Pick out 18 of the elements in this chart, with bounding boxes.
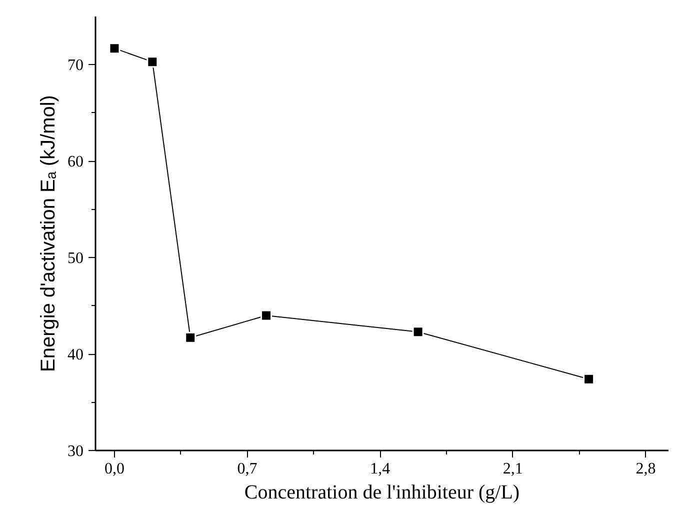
point [583,373,595,385]
y-tick-label: 40 [68,346,84,364]
y-tick-label: 50 [68,250,84,268]
y-tick-label: 60 [68,154,84,171]
x-tick-label: 1,4 [370,460,390,478]
point [260,310,272,322]
x-tick-label: 0,7 [237,460,258,478]
point [184,332,196,344]
point [146,56,158,68]
point [412,326,424,338]
x-tick-label: 2,1 [502,460,523,478]
y-tick-label: 30 [68,443,84,460]
x-tick-label: 0,0 [104,460,124,478]
x-axis-title: Concentration de l'inhibiteur (g/L) [244,482,520,504]
x-tick-label: 2,8 [636,460,656,478]
point [108,42,120,54]
y-axis-title: Energie d'activation Eₐ (kJ/mol) [38,95,60,372]
y-tick-label: 70 [68,57,84,74]
